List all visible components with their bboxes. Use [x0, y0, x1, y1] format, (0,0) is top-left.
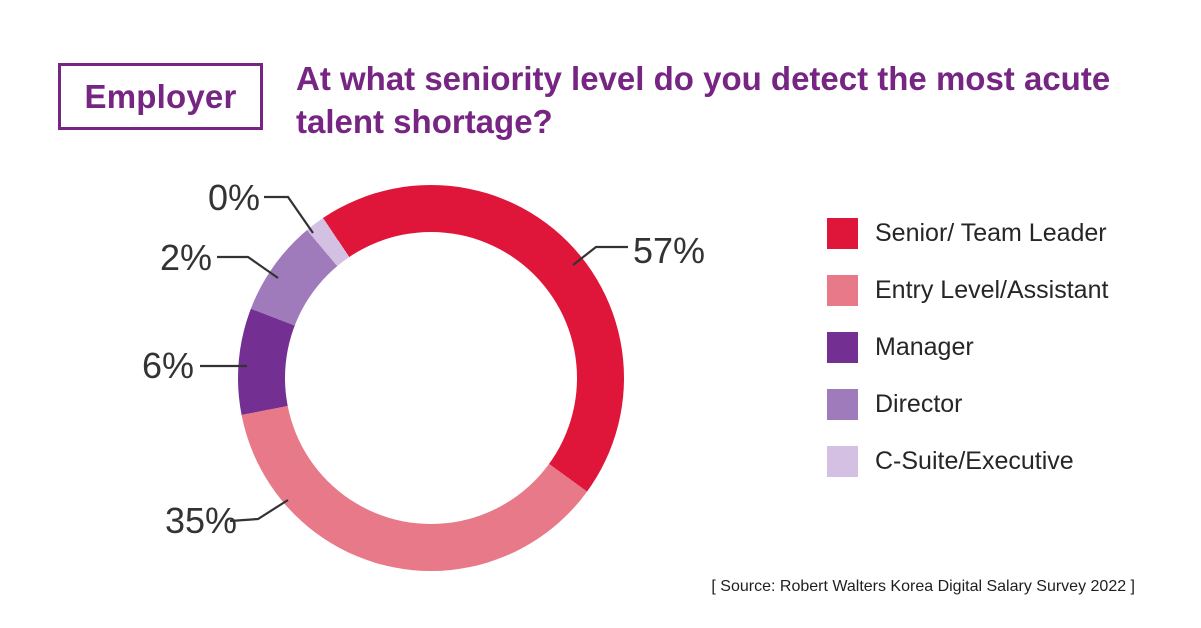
legend-item-entry-level-assistant: Entry Level/Assistant: [827, 275, 1108, 306]
legend-swatch-c-suite-executive: [827, 446, 858, 477]
chart-title: At what seniority level do you detect th…: [296, 57, 1176, 143]
legend-label-c-suite-executive: C-Suite/Executive: [875, 447, 1074, 475]
chart-legend: Senior/ Team Leader Entry Level/Assistan…: [827, 218, 1108, 503]
source-note: [ Source: Robert Walters Korea Digital S…: [711, 578, 1135, 595]
employer-badge-label: Employer: [84, 77, 237, 115]
legend-swatch-manager: [827, 332, 858, 363]
slice-label-director: 2%: [159, 237, 212, 278]
legend-label-senior-team-leader: Senior/ Team Leader: [875, 219, 1107, 247]
legend-item-c-suite-executive: C-Suite/Executive: [827, 446, 1108, 477]
leader-line-0: [264, 195, 314, 234]
employer-badge: Employer: [58, 63, 263, 130]
legend-item-director: Director: [827, 389, 1108, 420]
slice-label-manager: 6%: [141, 345, 194, 386]
leader-line-35: [229, 499, 289, 523]
chart-title-line2: talent shortage?: [296, 103, 553, 140]
legend-label-entry-level-assistant: Entry Level/Assistant: [875, 276, 1109, 304]
legend-label-manager: Manager: [875, 333, 974, 361]
legend-swatch-entry-level-assistant: [827, 275, 858, 306]
donut-chart-hole: [285, 232, 577, 524]
legend-swatch-senior-team-leader: [827, 218, 858, 249]
slice-label-entry-level-assistant: 35%: [164, 500, 237, 541]
chart-title-line1: At what seniority level do you detect th…: [296, 60, 1111, 97]
slice-label-c-suite-executive: 0%: [207, 177, 260, 218]
legend-label-director: Director: [875, 390, 963, 418]
legend-item-manager: Manager: [827, 332, 1108, 363]
legend-item-senior-team-leader: Senior/ Team Leader: [827, 218, 1108, 249]
slice-label-senior-team-leader: 57%: [633, 230, 706, 271]
legend-swatch-director: [827, 389, 858, 420]
